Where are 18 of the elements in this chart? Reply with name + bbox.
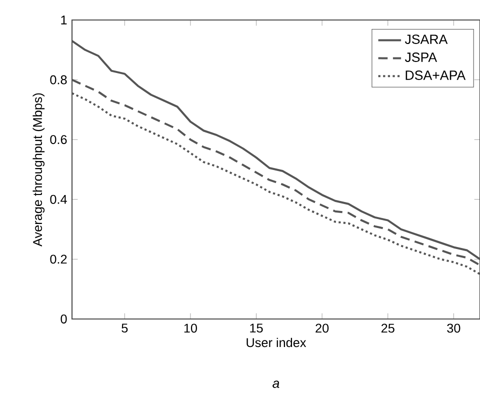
- legend-label: JSARA: [404, 34, 448, 44]
- y-tick-label: 0.4: [50, 194, 67, 204]
- y-tick-label: 1: [61, 16, 67, 24]
- y-tick-label: 0: [60, 314, 67, 324]
- y-tick-label: 0.8: [50, 75, 67, 84]
- y-axis-title: Average throughput (Mbps): [32, 93, 45, 246]
- x-tick-label: 5: [122, 324, 128, 333]
- x-tick-label: 10: [184, 324, 197, 333]
- legend-label: JSPA: [404, 52, 438, 62]
- x-tick-label: 25: [381, 324, 394, 333]
- x-axis-title: User index: [246, 338, 306, 348]
- legend-label: DSA+APA: [406, 70, 466, 80]
- x-tick-label: 15: [250, 324, 263, 333]
- text: a: [272, 380, 280, 388]
- x-tick-label: 20: [316, 324, 329, 333]
- x-tick-label: 30: [447, 324, 460, 333]
- y-tick-label: 0.2: [50, 254, 67, 264]
- y-tick-label: 0.6: [50, 135, 67, 144]
